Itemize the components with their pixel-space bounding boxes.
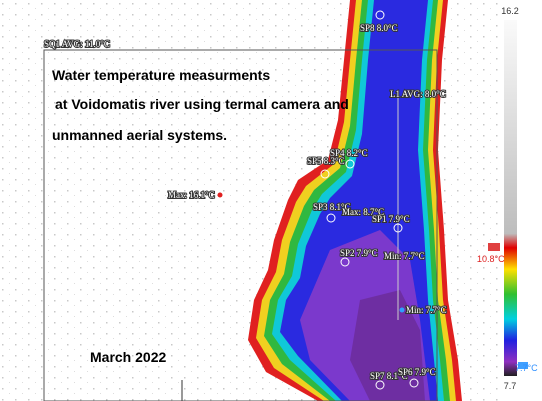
max-river-label: Max: 8.7°C: [342, 207, 384, 217]
spot-markers: [320, 10, 419, 390]
sp6-label: SP6 7.9°C: [398, 367, 436, 377]
scale-min: 7.7: [504, 381, 517, 391]
sp5-label: SP5 8.3°C: [307, 156, 345, 166]
scale-max: 16.2: [501, 6, 519, 16]
caption-line: at Voidomatis river using termal camera …: [55, 96, 349, 112]
caption-line: Water temperature measurments: [52, 67, 270, 83]
sp3-label: SP3 8.1°C: [313, 202, 351, 212]
high-marker: [488, 243, 500, 251]
caption-line: unmanned aerial systems.: [52, 127, 227, 143]
sq1-label: SQ1 AVG: 11.0°C: [44, 39, 110, 49]
sp2-label: SP2 7.9°C: [340, 248, 378, 258]
min-lower-label: Min: 7.7°C: [406, 305, 447, 315]
sp7-label: SP7 8.1°C: [370, 371, 408, 381]
sp8-label: SP8 8.0°C: [360, 23, 398, 33]
high-marker-label: 10.8°C: [477, 254, 505, 264]
min-point: [399, 307, 405, 313]
date: March 2022: [90, 349, 166, 365]
low-marker-label: 7.7°C: [515, 363, 538, 373]
sp4-label: SP4 8.2°C: [330, 148, 368, 158]
max-point: [217, 192, 223, 198]
l1-label: L1 AVG: 8.0°C: [390, 89, 446, 99]
sq1-box: [43, 49, 438, 401]
sp1-label: SP1 7.9°C: [372, 214, 410, 224]
low-marker: [518, 362, 528, 369]
min-upper-label: Min: 7.7°C: [384, 251, 425, 261]
river-thermal: [248, 0, 462, 401]
max-image-label: Max: 16.1°C: [168, 190, 215, 200]
color-scale: [504, 20, 517, 376]
